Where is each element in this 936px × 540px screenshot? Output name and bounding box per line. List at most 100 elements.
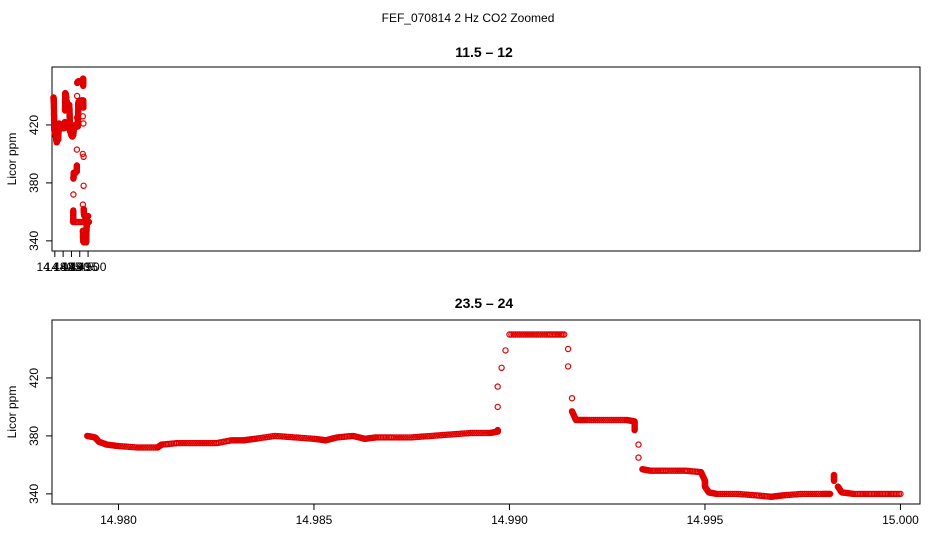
y-tick-label: 420 xyxy=(27,368,41,388)
data-point xyxy=(725,490,732,498)
data-point xyxy=(498,364,505,371)
data-point xyxy=(476,429,484,437)
x-tick-label: 14.985 xyxy=(296,513,333,527)
data-point xyxy=(185,439,192,447)
data-point xyxy=(70,191,77,198)
data-point xyxy=(473,429,480,437)
data-point xyxy=(721,490,728,498)
y-tick-label: 340 xyxy=(27,231,41,251)
data-point xyxy=(390,434,398,441)
data-point xyxy=(406,434,413,441)
data-point xyxy=(672,467,679,474)
data-point xyxy=(394,434,402,441)
data-point xyxy=(607,416,615,424)
data-point xyxy=(523,331,531,338)
data-point xyxy=(729,490,736,498)
data-point xyxy=(146,444,153,451)
data-point xyxy=(400,434,408,441)
data-point xyxy=(717,490,724,498)
data-point xyxy=(193,439,200,447)
data-point xyxy=(73,92,81,100)
data-point xyxy=(631,426,638,434)
x-tick-label: 14.980 xyxy=(100,513,137,527)
data-point xyxy=(195,439,202,447)
data-point xyxy=(598,416,605,424)
plot-frame xyxy=(51,319,921,505)
x-tick-label: 14.500 xyxy=(70,260,107,274)
data-point xyxy=(177,439,185,447)
data-point xyxy=(79,113,87,120)
data-point xyxy=(480,429,488,437)
y-tick-label: 380 xyxy=(27,173,41,193)
data-point xyxy=(136,444,144,451)
data-point xyxy=(518,331,525,338)
y-axis-label: Licor ppm xyxy=(5,133,19,186)
data-point xyxy=(719,490,726,498)
data-point xyxy=(733,490,740,498)
x-tick-label: 14.495 xyxy=(61,260,98,274)
data-point xyxy=(537,331,544,338)
panel-bottom: 23.5 – 24 Licor ppm 14.980 14.985 14.990 14… xyxy=(5,295,921,527)
data-point xyxy=(617,416,625,424)
x-tick-label: 14.995 xyxy=(687,513,724,527)
data-point xyxy=(191,439,198,447)
data-point xyxy=(189,439,196,447)
data-point xyxy=(588,416,595,424)
data-point xyxy=(564,345,572,353)
data-point xyxy=(398,434,406,441)
data-points xyxy=(50,75,93,246)
data-point xyxy=(187,439,194,447)
data-point xyxy=(715,490,722,498)
data-point xyxy=(304,435,312,442)
data-point xyxy=(179,439,187,447)
data-point xyxy=(512,331,519,338)
data-point xyxy=(73,162,81,169)
data-point xyxy=(586,416,593,424)
data-point xyxy=(70,207,77,214)
data-point xyxy=(564,363,572,370)
y-tick-label: 340 xyxy=(27,484,41,504)
x-tick-label: 14.480 xyxy=(36,260,73,274)
data-point xyxy=(173,439,181,447)
x-tick-label: 15.000 xyxy=(882,513,919,527)
data-point xyxy=(205,439,212,447)
data-point xyxy=(676,467,683,474)
data-point xyxy=(594,416,601,424)
data-point xyxy=(674,467,681,474)
data-point xyxy=(273,432,280,440)
data-point xyxy=(738,491,746,498)
data-point xyxy=(664,467,672,474)
data-point xyxy=(80,153,87,160)
data-point xyxy=(467,429,474,437)
data-point xyxy=(525,331,533,338)
data-point xyxy=(807,490,814,498)
data-point xyxy=(508,331,515,338)
data-point xyxy=(799,490,806,498)
data-point xyxy=(207,439,214,447)
data-point xyxy=(516,331,523,338)
data-point xyxy=(615,416,623,424)
data-point xyxy=(80,104,87,111)
data-point xyxy=(124,443,132,450)
x-tick-label: 14.485 xyxy=(45,260,82,274)
data-point xyxy=(140,444,148,451)
data-point xyxy=(897,490,904,498)
data-point xyxy=(668,467,675,474)
data-point xyxy=(635,441,642,448)
data-point xyxy=(73,114,81,121)
data-point xyxy=(533,331,541,338)
data-point xyxy=(404,434,411,441)
data-point xyxy=(502,347,509,354)
data-point xyxy=(590,416,597,424)
data-point xyxy=(494,426,501,434)
data-point xyxy=(494,403,501,411)
data-point xyxy=(600,416,607,424)
data-point xyxy=(746,491,754,499)
data-point xyxy=(568,395,576,402)
data-point xyxy=(199,439,206,447)
data-point xyxy=(471,429,478,437)
data-point xyxy=(80,182,87,189)
y-tick-label: 420 xyxy=(27,115,41,135)
data-point xyxy=(510,331,517,338)
